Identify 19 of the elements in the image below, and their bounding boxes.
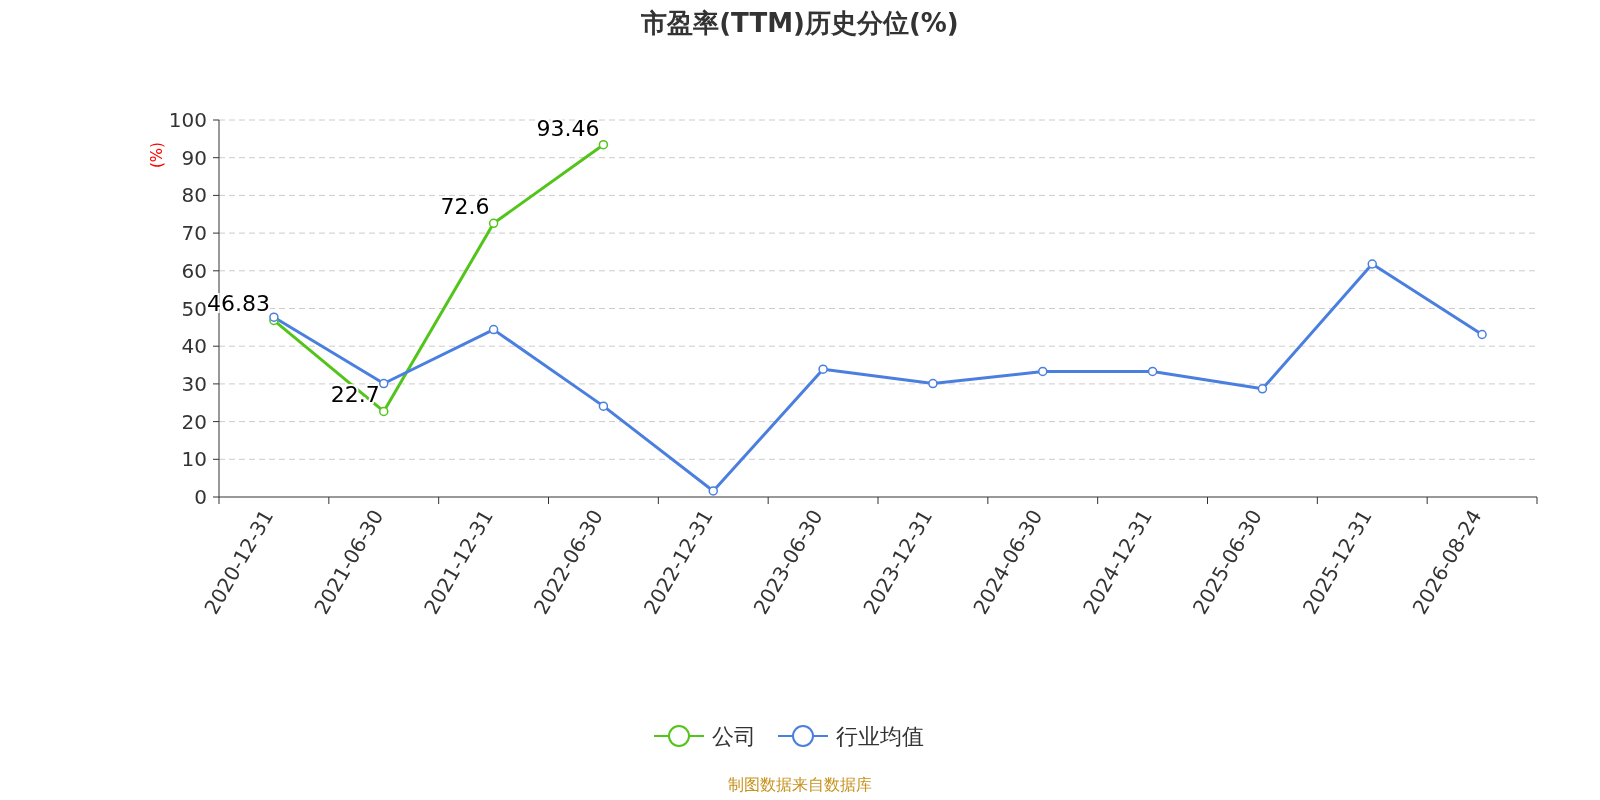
y-tick-label: 100	[168, 108, 207, 132]
data-label: 93.46	[536, 115, 600, 141]
legend-label: 公司	[712, 724, 756, 749]
y-tick-label: 70	[181, 221, 207, 246]
chart-title: 市盈率(TTM)历史分位(%)	[640, 8, 959, 38]
y-tick-label: 20	[181, 409, 207, 434]
y-tick-label: 40	[181, 334, 207, 359]
y-tick-label: 90	[181, 145, 207, 170]
y-tick-label: 50	[181, 296, 207, 321]
y-tick-label: 10	[181, 447, 207, 472]
y-tick-label: 0	[194, 485, 207, 509]
y-tick-label: 60	[181, 258, 207, 283]
legend-label: 行业均值	[836, 724, 924, 749]
text: 制图数据来自数据库	[728, 775, 872, 794]
y-axis-title: (%)	[148, 142, 166, 168]
y-tick-label: 80	[181, 183, 207, 208]
data-label: 46.83	[206, 291, 270, 317]
y-tick-label: 30	[181, 371, 207, 396]
data-label: 72.6	[440, 194, 490, 220]
